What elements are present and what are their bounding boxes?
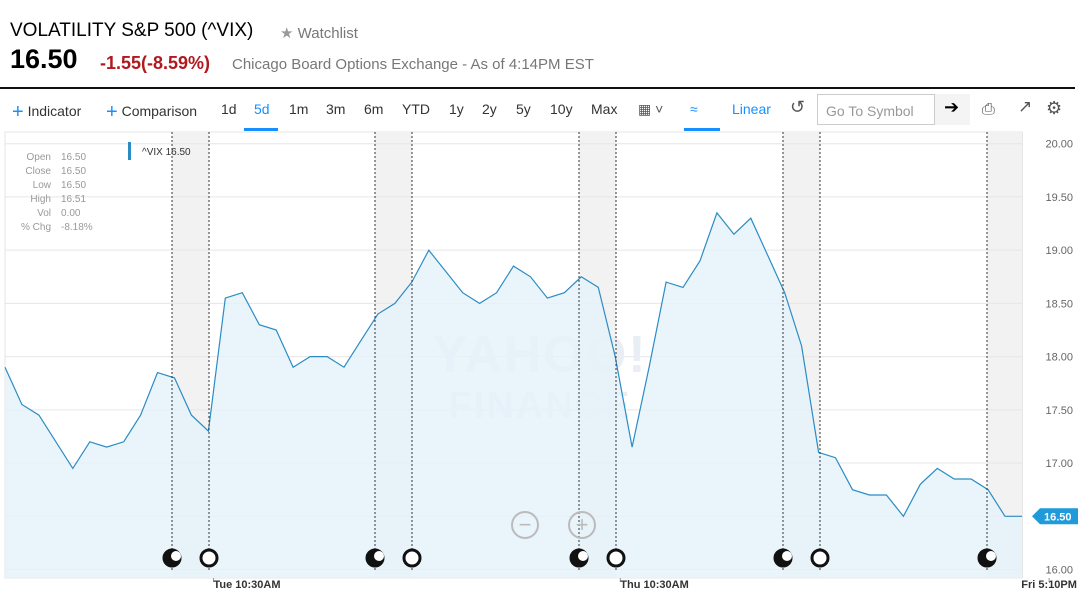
- ohlc-value: 16.50: [61, 152, 86, 163]
- x-tick-label: Tue 10:30AM: [213, 579, 280, 590]
- last-price-badge: [1032, 508, 1078, 525]
- zoom-icon: +: [576, 512, 589, 537]
- market-open-icon: [606, 548, 626, 568]
- moon-cut: [578, 551, 588, 561]
- x-tick-label: Fri 5:10PM: [1021, 579, 1077, 590]
- y-tick-label: 18.50: [1045, 298, 1073, 310]
- ohlc-label: Close: [25, 166, 51, 177]
- scale-button[interactable]: Linear: [732, 101, 771, 117]
- y-tick-label: 16.00: [1045, 564, 1073, 576]
- ohlc-value: 0.00: [61, 208, 81, 219]
- reset-button[interactable]: ↺: [790, 97, 806, 117]
- mountain-button[interactable]: ≈: [690, 101, 698, 117]
- moon-cut: [782, 551, 792, 561]
- settings-button[interactable]: ⚙: [1046, 98, 1063, 118]
- y-tick-label: 19.50: [1045, 192, 1073, 204]
- y-tick-label: 17.50: [1045, 405, 1073, 417]
- y-tick-label: 19.00: [1045, 245, 1073, 257]
- indicator-label[interactable]: Indicator: [27, 103, 82, 119]
- y-tick-label: 20.00: [1045, 139, 1073, 151]
- range-button[interactable]: YTD: [402, 101, 430, 117]
- ohlc-label: Open: [27, 152, 51, 163]
- range-button[interactable]: 5d: [254, 101, 270, 117]
- price-line: [4, 211, 1022, 518]
- price: 16.50: [10, 44, 78, 74]
- ohlc-label: High: [30, 194, 51, 205]
- divider: [0, 87, 1075, 89]
- watchlist[interactable]: ★ Watchlist: [280, 25, 358, 42]
- ohlc-label: Low: [33, 180, 52, 191]
- y-tick-label: 18.00: [1045, 352, 1073, 364]
- range-button[interactable]: 1d: [221, 101, 237, 117]
- title: VOLATILITY S&P 500 (^VIX): [10, 20, 254, 41]
- comparison-button[interactable]: + Comparison: [106, 101, 198, 123]
- change: -1.55(-8.59%): [100, 53, 210, 74]
- watchlist-label[interactable]: Watchlist: [297, 25, 358, 42]
- last-price-label: 16.50: [1044, 511, 1072, 523]
- change-percent: (-8.59%): [141, 53, 211, 73]
- zoom-button: [511, 511, 539, 539]
- ohlc-value: 16.51: [61, 194, 86, 205]
- zoom-button: [568, 511, 596, 539]
- moon-cut: [171, 551, 181, 561]
- ohlc-value: 16.50: [61, 166, 86, 177]
- ohlc-label: % Chg: [21, 222, 51, 233]
- range-button[interactable]: 2y: [482, 101, 497, 117]
- range-button[interactable]: 10y: [550, 101, 573, 117]
- market-open-icon: [199, 548, 219, 568]
- go-button[interactable]: ➔: [934, 94, 970, 125]
- comparison-label[interactable]: Comparison: [121, 103, 198, 119]
- moon-cut: [374, 551, 384, 561]
- fullscreen-button[interactable]: ↗: [1018, 97, 1033, 116]
- legend-label: ^VIX 16.50: [142, 147, 191, 158]
- ohlc-label: Vol: [37, 208, 51, 219]
- range-button[interactable]: 6m: [364, 101, 384, 117]
- zoom-icon: −: [519, 512, 532, 537]
- symbol-placeholder: Go To Symbol: [826, 103, 914, 119]
- range-selection: [244, 128, 278, 131]
- range-button[interactable]: 5y: [516, 101, 531, 117]
- market-open-icon: [402, 548, 422, 568]
- exchange: Chicago Board Options Exchange - As of 4…: [232, 56, 594, 73]
- range-button[interactable]: 1m: [289, 101, 309, 117]
- print-button[interactable]: ⎙: [982, 101, 995, 118]
- chart-type-button[interactable]: ▦ ˅: [638, 101, 664, 117]
- moon-cut: [986, 551, 996, 561]
- range-button[interactable]: 1y: [449, 101, 464, 117]
- range-button[interactable]: 3m: [326, 101, 346, 117]
- indicator-button[interactable]: + Indicator: [12, 101, 82, 123]
- ohlc-value: 16.50: [61, 180, 86, 191]
- market-open-icon: [810, 548, 830, 568]
- range-button[interactable]: Max: [591, 101, 618, 117]
- y-tick-label: 17.00: [1045, 458, 1073, 470]
- legend-swatch: [128, 142, 131, 160]
- chart-type-selection: [684, 128, 720, 131]
- area: [5, 212, 1022, 578]
- ohlc-value: -8.18%: [61, 222, 93, 233]
- x-tick-label: Thu 10:30AM: [620, 579, 688, 590]
- change-value: -1.55: [100, 53, 142, 73]
